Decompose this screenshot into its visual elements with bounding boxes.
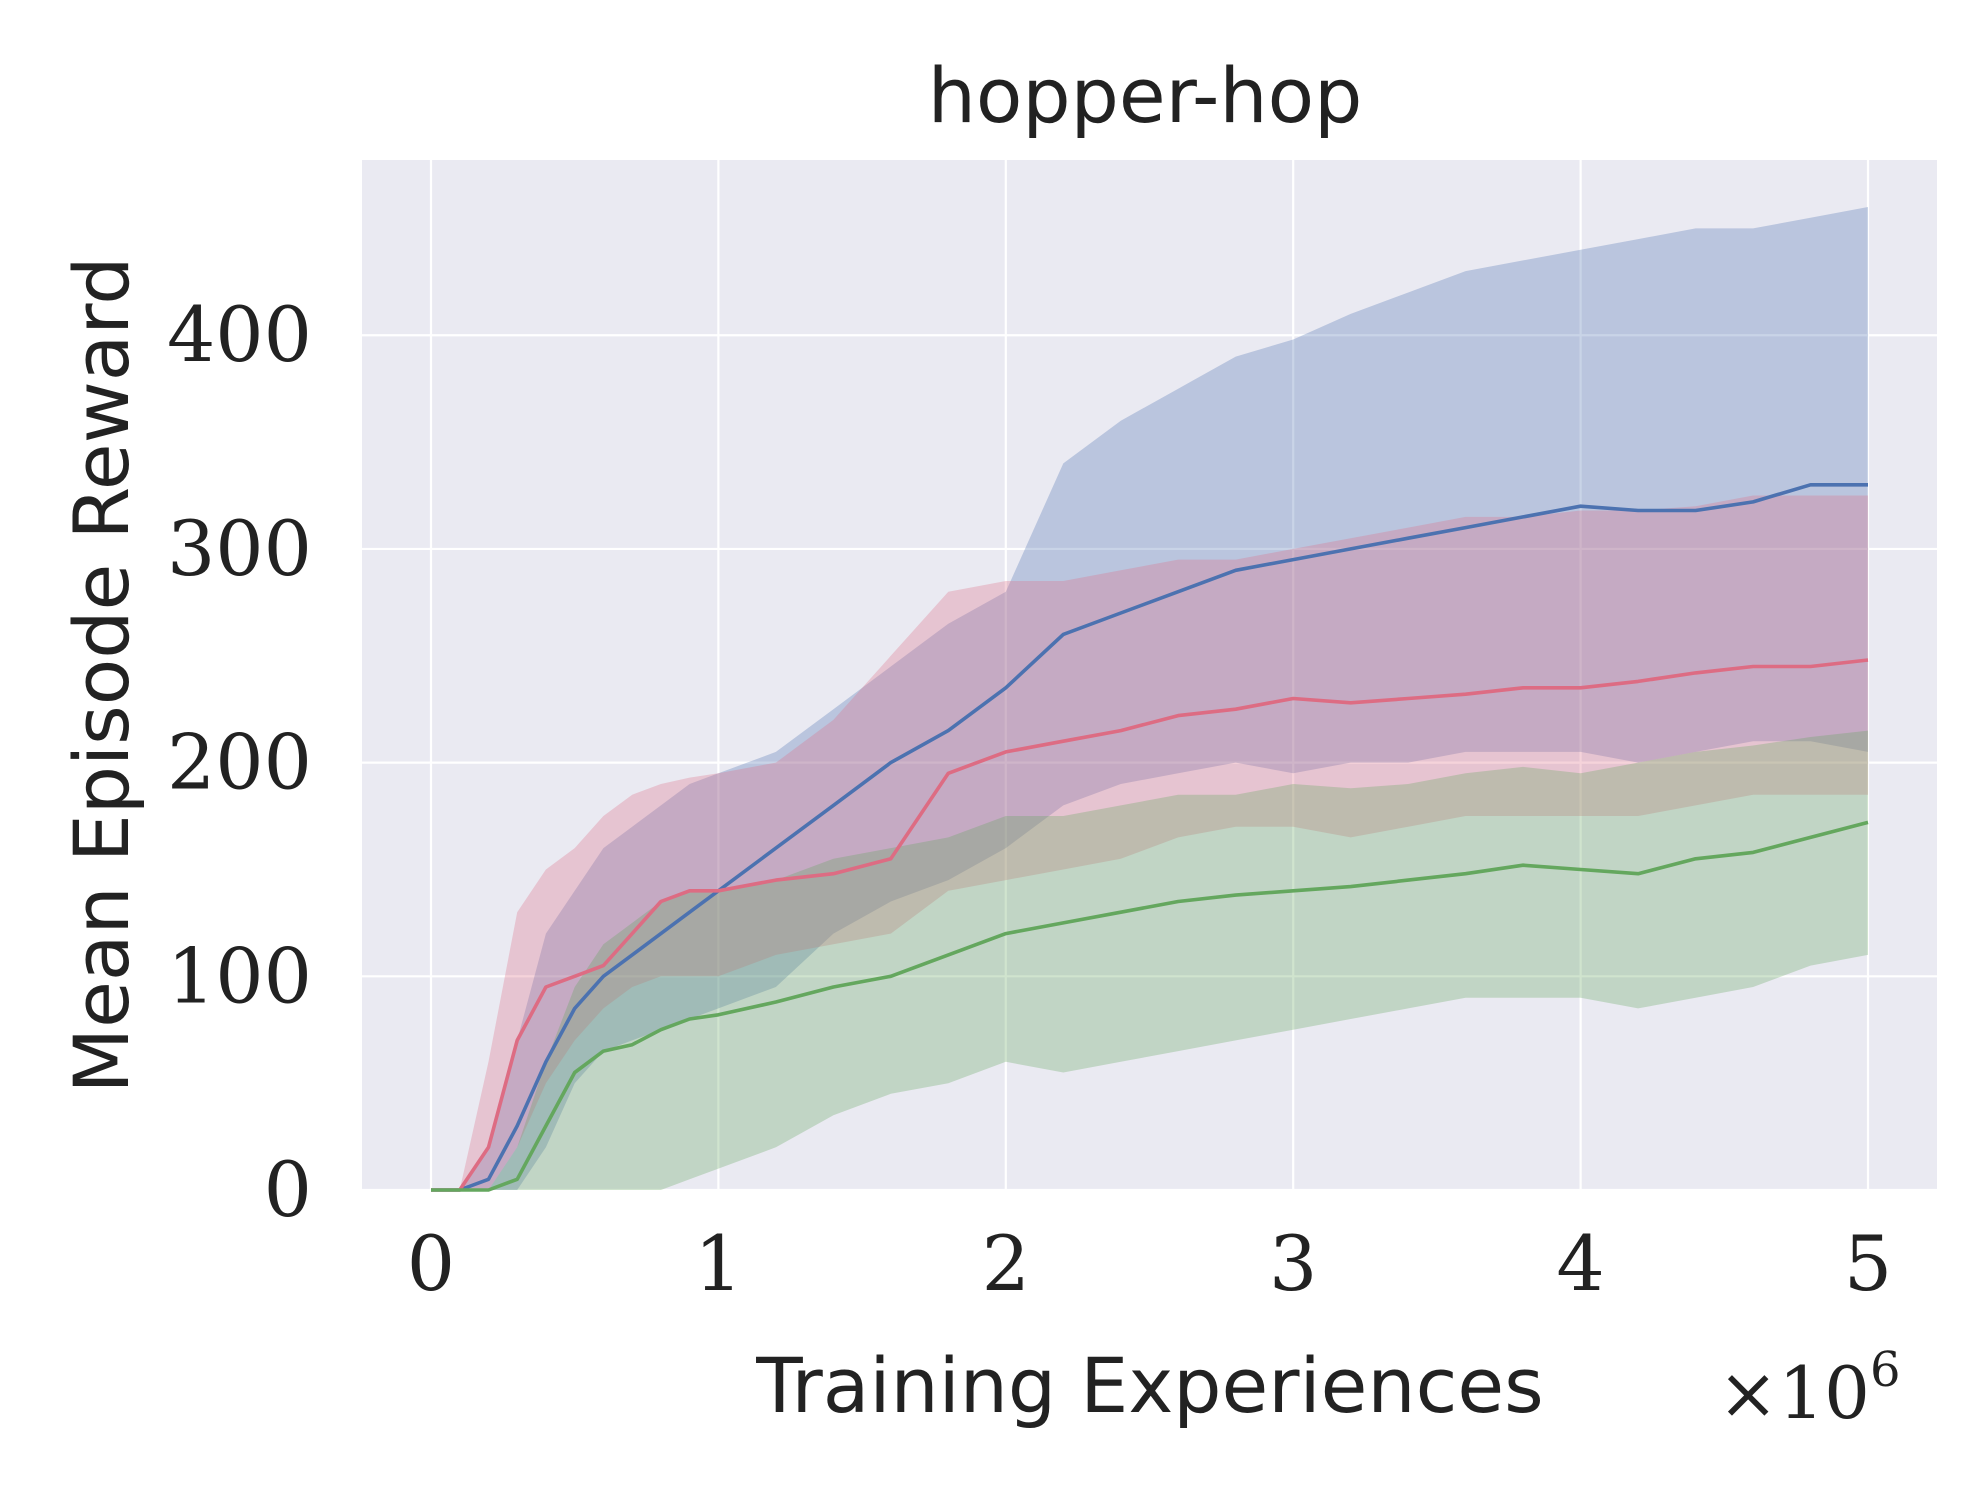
x-multiplier: ×106 [1718,1342,1901,1435]
confidence-bands [431,207,1868,1190]
x-tick-labels: 0 1 2 3 4 5 [407,1219,1892,1308]
line-series-0 [431,482,1868,1192]
series-lines [431,482,1869,1192]
band-series-1 [431,495,1868,1190]
x-tick-label-5: 5 [1844,1219,1892,1308]
chart-title: hopper-hop [928,51,1363,140]
y-tick-label-4: 400 [167,290,312,379]
band-series-2 [431,730,1868,1190]
x-tick-label-0: 0 [407,1219,455,1308]
x-multiplier-base: ×10 [1718,1351,1870,1435]
x-tick-label-4: 4 [1556,1219,1604,1308]
line-series-2 [431,820,1869,1192]
y-axis-label: Mean Episode Reward [57,257,146,1094]
y-tick-label-0: 0 [264,1145,312,1234]
x-axis-label: Training Experiences [755,1341,1543,1430]
band-series-0 [431,207,1868,1190]
x-tick-label-3: 3 [1269,1219,1317,1308]
y-tick-labels: 0 100 200 300 400 [167,290,312,1234]
y-tick-label-2: 200 [167,718,312,807]
x-multiplier-exponent: 6 [1870,1342,1901,1398]
x-tick-label-1: 1 [694,1219,742,1308]
line-series-1 [431,658,1869,1192]
x-tick-label-2: 2 [982,1219,1030,1308]
grid [362,160,1937,1192]
y-tick-label-3: 300 [167,504,312,593]
y-tick-label-1: 100 [167,931,312,1020]
